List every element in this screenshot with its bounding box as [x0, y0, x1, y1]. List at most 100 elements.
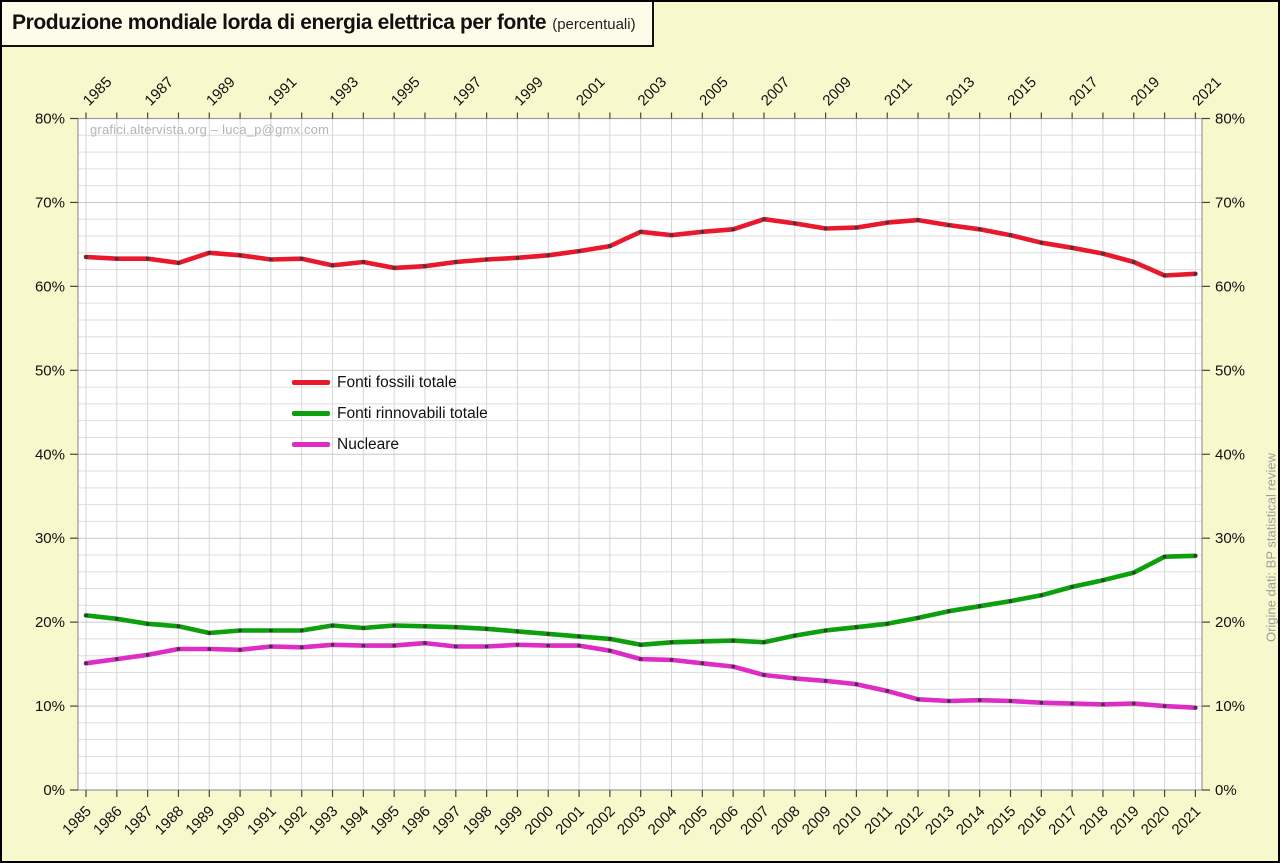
x-tick-label-bottom: 2013: [922, 803, 958, 839]
data-point: [700, 230, 705, 234]
chart-title: Produzione mondiale lorda di energia ele…: [12, 11, 547, 34]
data-point: [977, 604, 982, 608]
x-tick-label-bottom: 1985: [59, 803, 95, 839]
data-point: [84, 255, 88, 259]
x-tick-label-bottom: 1991: [244, 803, 280, 839]
data-point: [454, 625, 458, 629]
data-point: [731, 664, 735, 669]
x-tick-label-top: 1999: [511, 74, 547, 110]
y-tick-label-right: 20%: [1215, 614, 1245, 631]
data-point: [947, 699, 951, 703]
x-tick-label-bottom: 1999: [491, 803, 527, 839]
data-point: [854, 225, 859, 230]
x-tick-label-top: 2013: [943, 74, 979, 110]
data-point: [885, 689, 889, 693]
data-point: [207, 251, 211, 255]
data-point: [84, 613, 88, 618]
data-point: [546, 632, 550, 636]
data-point: [207, 631, 211, 635]
data-point: [1162, 273, 1167, 278]
y-tick-label-left: 30%: [35, 530, 65, 547]
x-tick-label-bottom: 2016: [1015, 803, 1051, 839]
data-point: [577, 634, 581, 639]
y-tick-label-right: 70%: [1215, 194, 1245, 211]
data-point: [454, 644, 458, 649]
x-tick-label-bottom: 2007: [737, 803, 773, 839]
data-point: [546, 643, 550, 648]
y-tick-label-left: 60%: [35, 278, 65, 295]
data-point: [577, 643, 581, 648]
data-point: [330, 623, 335, 628]
data-point: [423, 264, 427, 268]
data-point: [392, 266, 396, 270]
x-tick-label-top: 2003: [635, 74, 671, 110]
data-point: [515, 629, 520, 634]
x-tick-label-bottom: 2014: [953, 803, 989, 839]
data-point: [423, 641, 427, 645]
x-tick-label-bottom: 2018: [1076, 803, 1112, 839]
data-point: [238, 628, 242, 633]
data-point: [885, 622, 889, 626]
data-point: [1132, 701, 1136, 706]
x-tick-label-bottom: 2008: [768, 803, 804, 839]
data-point: [269, 644, 273, 649]
legend-label-nucleare: Nucleare: [337, 435, 400, 453]
x-tick-label-bottom: 2021: [1169, 803, 1205, 839]
x-tick-label-bottom: 1996: [398, 803, 434, 839]
data-point: [361, 626, 366, 630]
data-point: [731, 638, 735, 643]
data-point: [361, 260, 366, 264]
data-point: [1008, 699, 1013, 703]
x-tick-label-bottom: 1990: [213, 803, 249, 839]
x-tick-label-bottom: 1989: [182, 803, 218, 839]
data-point: [1193, 706, 1198, 710]
x-tick-label-top: 1995: [388, 74, 424, 110]
data-point: [1039, 701, 1044, 705]
x-tick-label-top: 2001: [573, 74, 609, 110]
data-point: [423, 624, 427, 629]
x-axis-labels-top: 1985 1987 1989 1991 1993 1995 1997 1999 2001 2003…: [80, 74, 1225, 110]
data-point: [84, 661, 88, 665]
legend-swatch-fossili: [292, 380, 330, 385]
data-point: [977, 698, 982, 702]
data-point: [1039, 241, 1044, 245]
data-point: [300, 645, 304, 650]
data-point: [731, 227, 735, 231]
data-point: [608, 648, 612, 653]
y-tick-label-left: 10%: [35, 698, 65, 715]
data-point: [330, 263, 335, 268]
data-point: [916, 697, 920, 702]
data-point: [269, 257, 273, 262]
x-tick-label-bottom: 2009: [799, 803, 835, 839]
data-point: [1101, 251, 1105, 256]
data-point: [300, 256, 304, 261]
y-tick-label-right: 60%: [1215, 278, 1245, 295]
legend-item-fossili: Fonti fossili totale: [292, 367, 488, 398]
chart-subtitle: (percentuali): [552, 16, 636, 33]
y-axis-labels-left: 0% 10% 20% 30% 40% 50% 60% 70% 80%: [35, 111, 65, 800]
legend-item-rinnovabili: Fonti rinnovabili totale: [292, 398, 488, 429]
x-tick-label-bottom: 2011: [861, 803, 896, 838]
x-tick-label-top: 2021: [1189, 74, 1225, 110]
x-tick-label-bottom: 2002: [583, 803, 619, 839]
data-point: [639, 230, 643, 234]
x-tick-label-bottom: 2005: [676, 803, 712, 839]
x-tick-label-bottom: 1995: [367, 803, 403, 839]
data-point: [145, 653, 150, 657]
data-point: [238, 253, 242, 258]
x-tick-label-top: 2005: [696, 74, 732, 110]
data-point: [1193, 272, 1198, 276]
gridlines-major: [78, 201, 1202, 707]
data-point: [1132, 570, 1136, 575]
legend: Fonti fossili totale Fonti rinnovabili t…: [292, 367, 488, 460]
data-point: [1162, 554, 1167, 559]
data-point: [947, 609, 951, 613]
x-tick-label-bottom: 1988: [152, 803, 188, 839]
x-tick-label-bottom: 2015: [984, 803, 1020, 839]
x-tick-label-top: 1987: [141, 74, 177, 110]
y-tick-label-right: 0%: [1215, 782, 1237, 799]
data-point: [916, 218, 920, 222]
data-point: [145, 622, 150, 626]
x-tick-label-bottom: 1994: [337, 803, 373, 839]
